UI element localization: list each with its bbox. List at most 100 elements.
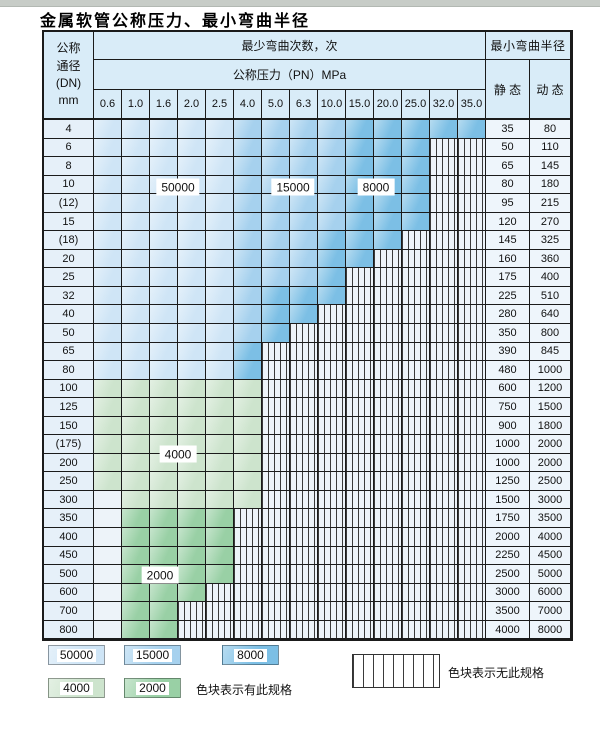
unavailable-cell [262, 602, 290, 621]
cycles-zone-cell [234, 120, 262, 139]
pn-column-header: 20.0 [374, 90, 402, 120]
unavailable-cell [206, 620, 234, 640]
unavailable-cell [346, 490, 374, 510]
unavailable-cell [346, 528, 374, 547]
dynamic-radius-cell: 325 [530, 231, 571, 250]
cycles-zone-cell [374, 194, 402, 213]
cycles-zone-cell [122, 528, 150, 547]
unavailable-cell [234, 565, 262, 584]
unavailable-cell [346, 453, 374, 473]
pn-column-header: 6.3 [290, 90, 318, 120]
pn-column-header: 32.0 [430, 90, 458, 120]
unavailable-cell [458, 305, 486, 325]
cycles-zone-cell [122, 138, 150, 158]
cycles-zone-cell [346, 231, 374, 250]
cycles-zone-cell [346, 138, 374, 158]
static-radius-cell: 750 [486, 398, 530, 417]
legend-chip-8000: 8000 [222, 645, 279, 665]
unavailable-cell [430, 490, 458, 510]
pn-column-header: 1.6 [150, 90, 178, 120]
unavailable-cell [318, 602, 346, 621]
cycles-zone-cell [122, 268, 150, 287]
cycles-zone-cell [206, 138, 234, 158]
cycles-zone-cell [178, 305, 206, 325]
cycles-zone-cell [122, 120, 150, 139]
unavailable-cell [402, 528, 430, 547]
unavailable-cell [318, 546, 346, 566]
unavailable-cell [318, 490, 346, 510]
static-radius-cell: 3500 [486, 602, 530, 621]
unavailable-cell [346, 324, 374, 343]
cycles-zone-cell [290, 194, 318, 213]
cycles-zone-cell [122, 602, 150, 621]
unavailable-cell [458, 490, 486, 510]
page-title: 金属软管公称压力、最小弯曲半径 [40, 11, 311, 30]
dynamic-radius-cell: 270 [530, 212, 571, 232]
unavailable-cell [402, 546, 430, 566]
cycles-zone-cell [178, 286, 206, 306]
cycles-zone-cell [234, 324, 262, 343]
legend-chip-4000: 4000 [48, 678, 105, 698]
unavailable-cell [290, 379, 318, 399]
cycles-zone-cell [206, 509, 234, 529]
cycles-zone-cell [402, 138, 430, 158]
cycles-zone-cell [122, 231, 150, 250]
cycles-zone-cell [234, 361, 262, 380]
dn-cell: 100 [44, 379, 94, 399]
cycles-zone-cell [122, 342, 150, 362]
unavailable-cell [402, 565, 430, 584]
unavailable-cell [430, 509, 458, 529]
unavailable-cell [290, 324, 318, 343]
unavailable-cell [430, 268, 458, 287]
unavailable-cell [346, 398, 374, 417]
unavailable-cell [318, 565, 346, 584]
cycles-zone-cell [262, 249, 290, 269]
static-radius-cell: 80 [486, 175, 530, 195]
unavailable-cell [290, 472, 318, 491]
dn-header-cell: 公称 通径 (DN) mm [44, 32, 94, 120]
unavailable-cell [430, 435, 458, 454]
cycles-zone-cell [206, 157, 234, 176]
cycles-zone-cell [346, 157, 374, 176]
cycles-zone-cell [150, 342, 178, 362]
cycles-zone-cell [234, 157, 262, 176]
static-radius-cell: 900 [486, 416, 530, 436]
cycles-zone-cell [206, 194, 234, 213]
cycles-zone-cell [206, 305, 234, 325]
unavailable-cell [262, 546, 290, 566]
cycles-zone-cell [150, 324, 178, 343]
cycles-zone-cell [234, 435, 262, 454]
unavailable-cell [430, 379, 458, 399]
unavailable-cell [346, 379, 374, 399]
cycles-zone-cell [178, 490, 206, 510]
cycles-zone-cell [262, 194, 290, 213]
cycles-zone-cell [206, 472, 234, 491]
blank-cell [94, 509, 122, 529]
dn-cell: 450 [44, 546, 94, 566]
cycles-zone-cell [234, 286, 262, 306]
cycles-zone-cell [318, 194, 346, 213]
unavailable-cell [262, 509, 290, 529]
cycles-zone-cell [150, 490, 178, 510]
unavailable-cell [430, 194, 458, 213]
unavailable-cell [290, 509, 318, 529]
unavailable-cell [234, 583, 262, 603]
cycles-zone-cell [178, 324, 206, 343]
cycles-zone-cell [206, 175, 234, 195]
cycles-zone-cell [122, 379, 150, 399]
static-radius-cell: 600 [486, 379, 530, 399]
cycles-zone-cell [374, 212, 402, 232]
cycles-zone-cell [234, 472, 262, 491]
static-radius-cell: 145 [486, 231, 530, 250]
unavailable-cell [374, 453, 402, 473]
unavailable-cell [402, 379, 430, 399]
unavailable-cell [458, 361, 486, 380]
cycles-zone-cell [178, 472, 206, 491]
cycles-zone-cell [262, 212, 290, 232]
unavailable-cell [290, 342, 318, 362]
unavailable-cell [374, 490, 402, 510]
cycles-zone-cell [178, 583, 206, 603]
unavailable-cell [290, 398, 318, 417]
cycles-zone-cell [402, 157, 430, 176]
unavailable-cell [458, 546, 486, 566]
